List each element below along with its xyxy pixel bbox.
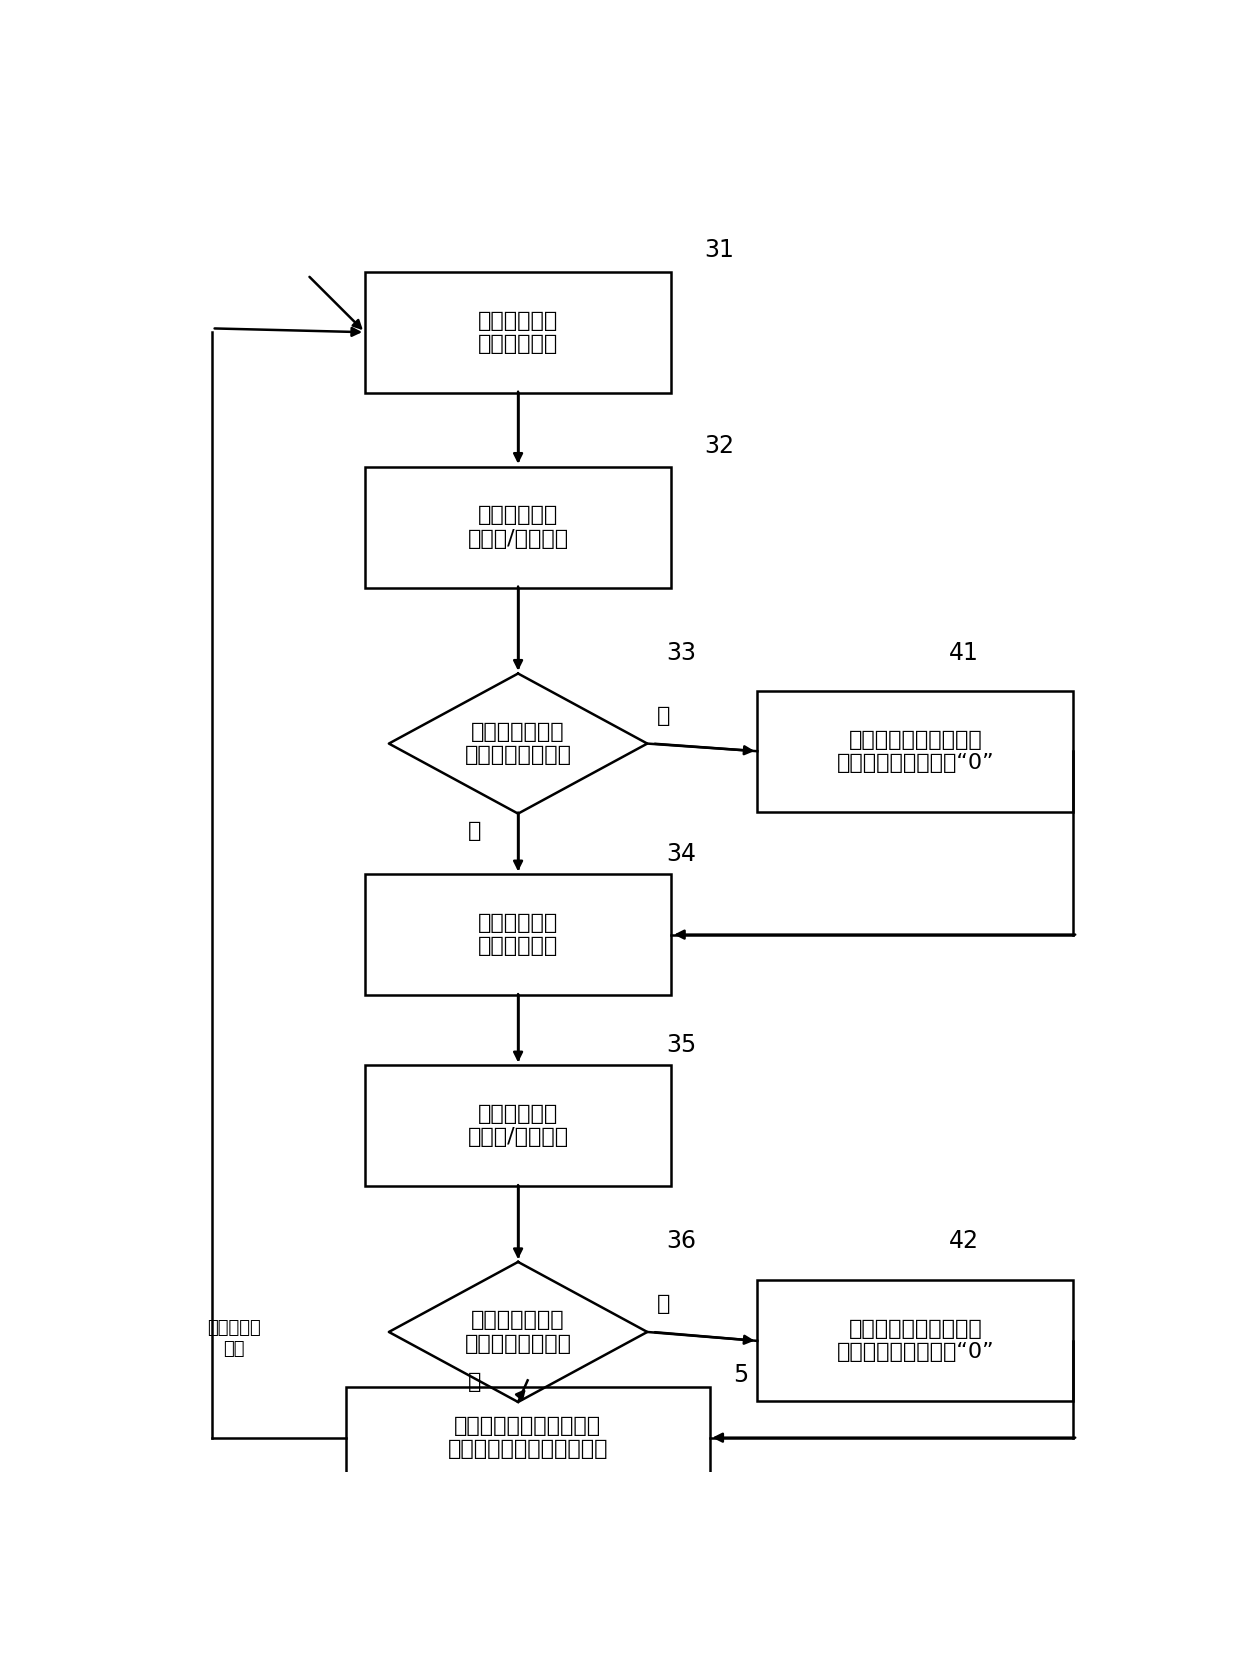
Text: 是: 是 (657, 1293, 671, 1313)
Text: 是: 是 (657, 706, 671, 726)
Text: 否: 否 (468, 1371, 482, 1391)
Text: 34: 34 (667, 842, 697, 865)
Bar (366, 1065, 672, 1186)
Text: 32: 32 (705, 435, 735, 458)
Text: 扫描纵向所有
发光管/接收管对: 扫描纵向所有 发光管/接收管对 (468, 1105, 568, 1148)
Bar (346, 1386, 709, 1489)
Text: 否: 否 (468, 820, 482, 842)
Text: 建立纵向扫描
遮挡标记数组: 建立纵向扫描 遮挡标记数组 (478, 913, 558, 956)
Text: 建立横向扫描
遮挡标记数组: 建立横向扫描 遮挡标记数组 (478, 311, 558, 354)
Text: 33: 33 (667, 640, 697, 665)
Bar (366, 873, 672, 996)
Text: 将剩余显示区域用常用的
位置坐标检测算法重新计算: 将剩余显示区域用常用的 位置坐标检测算法重新计算 (447, 1416, 608, 1459)
Text: 41: 41 (948, 640, 978, 665)
Text: 将纵向遮挡物所对应的
遮挡标记数重新置为“0”: 将纵向遮挡物所对应的 遮挡标记数重新置为“0” (836, 1320, 994, 1363)
Bar (366, 271, 672, 392)
Text: 判断在横向方向
是否有遮挡物存在: 判断在横向方向 是否有遮挡物存在 (464, 723, 572, 766)
Bar (366, 466, 672, 587)
Text: 42: 42 (948, 1229, 979, 1254)
Text: 31: 31 (705, 238, 735, 263)
Text: 5: 5 (734, 1363, 748, 1386)
Text: 开始下一帧
运算: 开始下一帧 运算 (207, 1318, 261, 1358)
Text: 将横向遮挡物所对应的
遮挡标记数重新置为“0”: 将横向遮挡物所对应的 遮挡标记数重新置为“0” (836, 729, 994, 772)
Bar (757, 1280, 1073, 1401)
Text: 判断在纵向方向
是否有遮挡物存在: 判断在纵向方向 是否有遮挡物存在 (464, 1310, 572, 1353)
Text: 36: 36 (667, 1229, 697, 1254)
Text: 扫描横向所有
发光管/接收管对: 扫描横向所有 发光管/接收管对 (468, 506, 568, 549)
Bar (757, 691, 1073, 812)
Text: 35: 35 (667, 1032, 697, 1057)
